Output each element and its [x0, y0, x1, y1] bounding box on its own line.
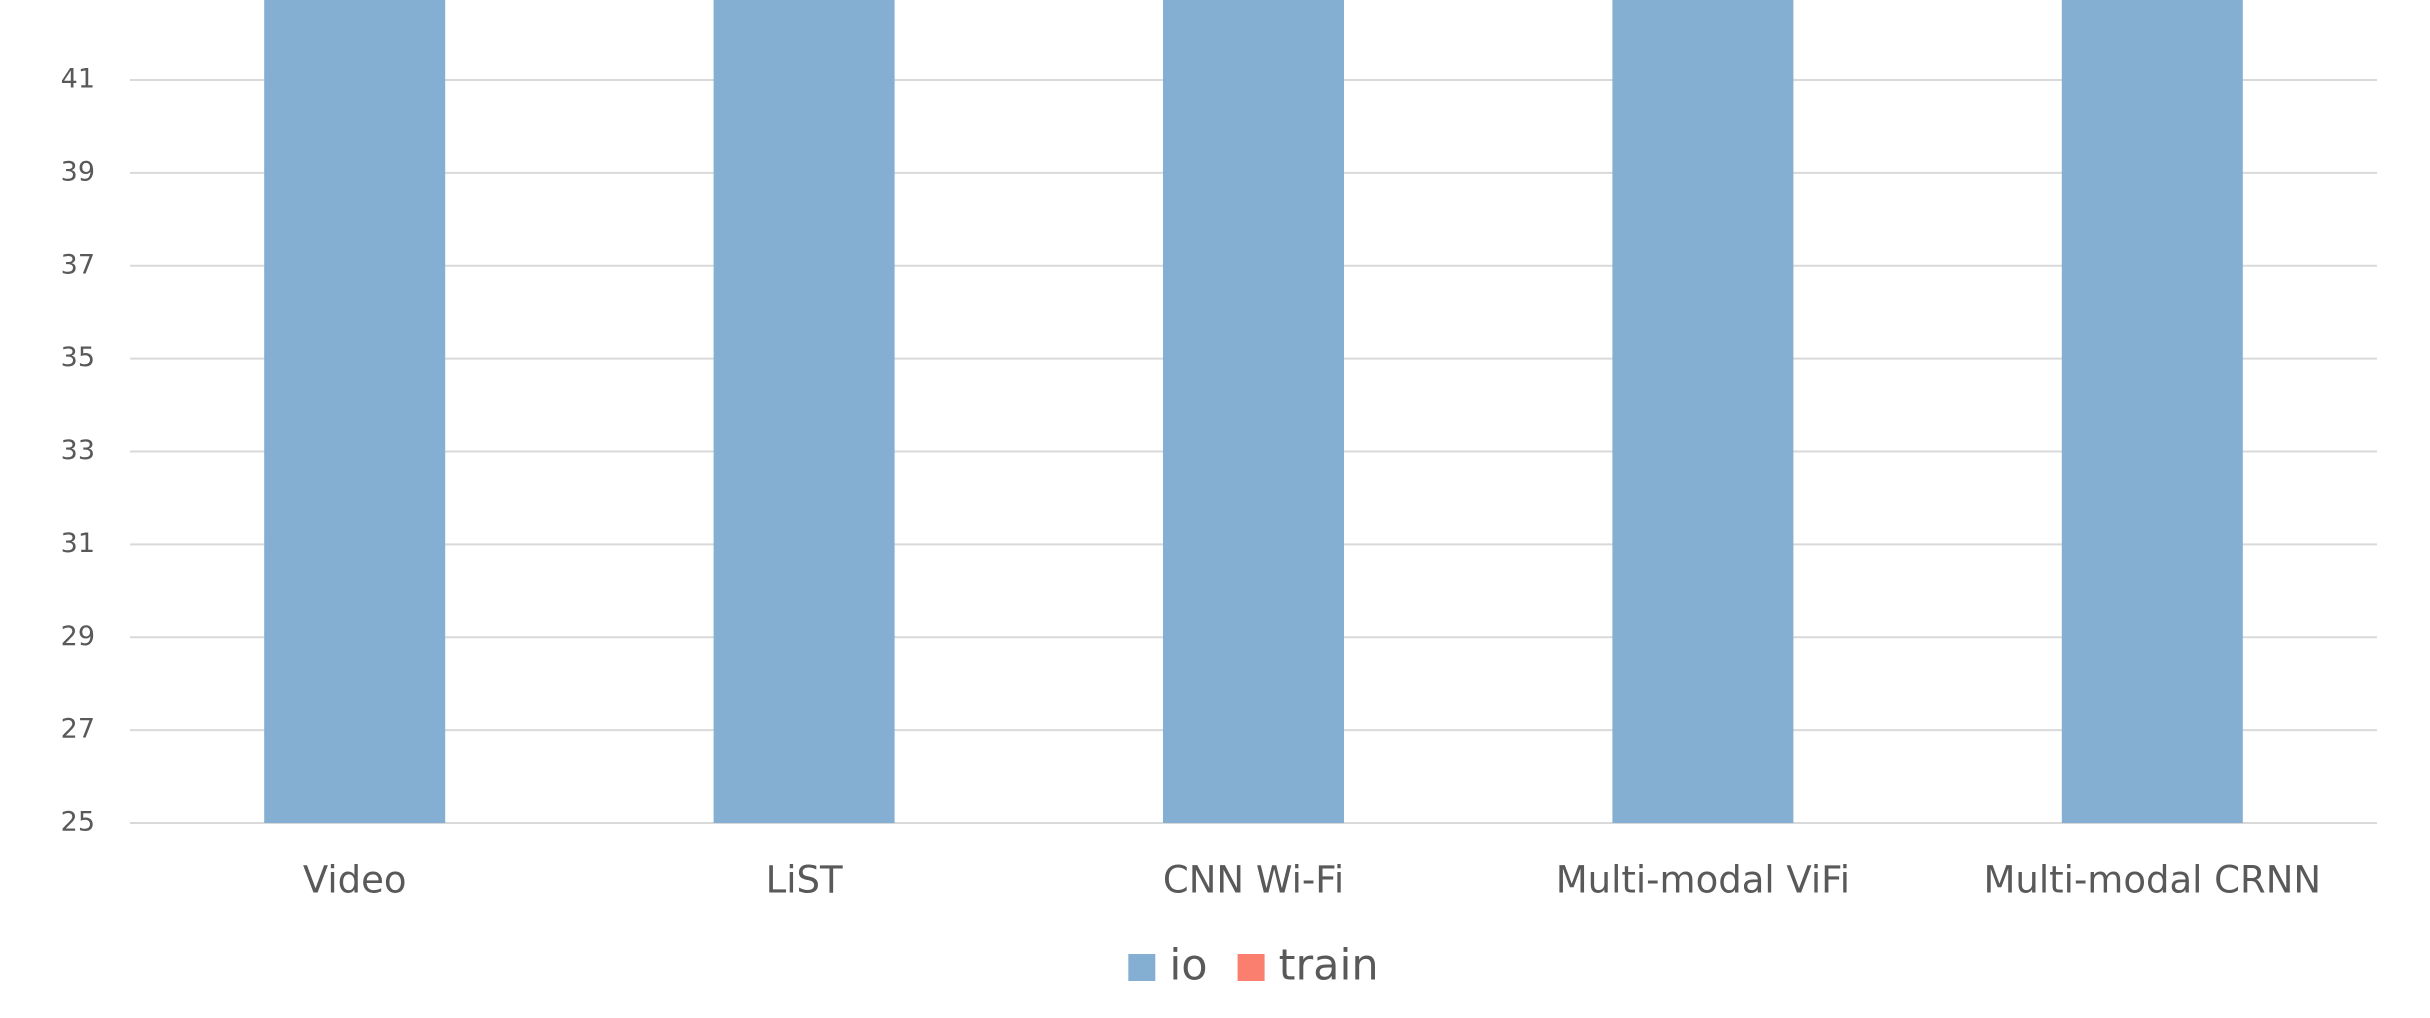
y-tick-label: 33: [61, 435, 95, 466]
x-tick-label: LiST: [766, 859, 843, 902]
y-tick-label: 27: [61, 714, 95, 745]
bar-segment: [1612, 0, 1794, 823]
y-tick-label: 37: [61, 249, 95, 280]
legend-label: train: [1279, 941, 1379, 991]
bar-segment: [2061, 0, 2243, 824]
y-tick-label: 25: [61, 807, 95, 838]
x-tick-label: Video: [303, 859, 407, 902]
bar-segment: [713, 0, 895, 823]
bar-segment: [264, 0, 446, 823]
legend-swatch: [1128, 954, 1156, 981]
y-tick-label: 29: [61, 621, 95, 652]
x-tick-label: Multi-modal ViFi: [1556, 859, 1850, 902]
y-tick-label: 35: [61, 342, 95, 373]
y-tick-label: 41: [61, 64, 95, 95]
x-tick-label: CNN Wi-Fi: [1163, 859, 1344, 902]
y-tick-label: 31: [61, 528, 95, 559]
bar-segment: [1163, 0, 1344, 823]
y-tick-label: 39: [61, 156, 95, 187]
legend-label: io: [1169, 941, 1207, 991]
legend-swatch: [1237, 954, 1265, 981]
x-tick-label: Multi-modal CRNN: [1984, 859, 2322, 902]
